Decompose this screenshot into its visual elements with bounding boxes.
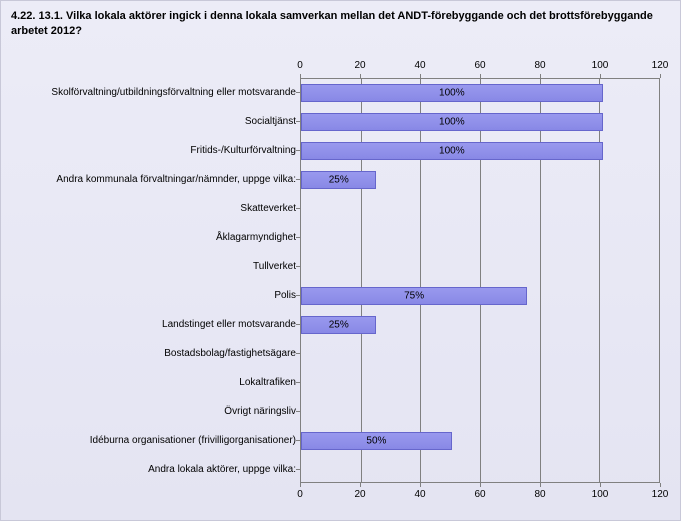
tick-label-bottom: 60: [474, 489, 485, 500]
chart-container: 4.22. 13.1. Vilka lokala aktörer ingick …: [0, 0, 681, 521]
bar-row: Andra lokala aktörer, uppge vilka:: [11, 455, 660, 484]
bar-value-label: 75%: [404, 290, 424, 301]
bar-row: Socialtjänst 100%: [11, 107, 660, 136]
tick-mark: [420, 483, 421, 487]
chart-title: 4.22. 13.1. Vilka lokala aktörer ingick …: [1, 1, 680, 41]
y-tick: [296, 353, 300, 354]
y-tick: [296, 324, 300, 325]
tick-mark: [360, 483, 361, 487]
bar-row: Åklagarmyndighet: [11, 223, 660, 252]
x-axis-bottom: 020406080100120: [300, 483, 660, 505]
bar-value-label: 100%: [439, 116, 465, 127]
bar-row: Landstinget eller motsvarande 25%: [11, 310, 660, 339]
bar-value-label: 25%: [329, 174, 349, 185]
y-tick: [296, 237, 300, 238]
bar-value-label: 100%: [439, 87, 465, 98]
tick-label-top: 100: [592, 60, 609, 71]
bar: 75%: [301, 287, 527, 305]
category-label: Idéburna organisationer (frivilligorgani…: [90, 435, 296, 446]
x-axis-top: 020406080100120: [300, 56, 660, 78]
tick-mark: [300, 483, 301, 487]
tick-label-bottom: 0: [297, 489, 303, 500]
y-tick: [296, 440, 300, 441]
category-label: Andra lokala aktörer, uppge vilka:: [148, 464, 296, 475]
category-label: Fritids-/Kulturförvaltning: [190, 145, 296, 156]
bar: 100%: [301, 113, 603, 131]
bar-row: Bostadsbolag/fastighetsägare: [11, 339, 660, 368]
bar-row: Övrigt näringsliv: [11, 397, 660, 426]
tick-label-top: 80: [534, 60, 545, 71]
bar-value-label: 25%: [329, 319, 349, 330]
tick-label-bottom: 40: [414, 489, 425, 500]
tick-label-top: 40: [414, 60, 425, 71]
tick-label-top: 0: [297, 60, 303, 71]
y-tick: [296, 208, 300, 209]
y-tick: [296, 382, 300, 383]
bar: 25%: [301, 171, 376, 189]
category-label: Andra kommunala förvaltningar/nämnder, u…: [56, 174, 296, 185]
tick-mark: [540, 483, 541, 487]
bar: 25%: [301, 316, 376, 334]
chart-area: 0 20 40 60 80 100 120 Skolförvaltning/utbildni…: [11, 56, 670, 505]
tick-mark: [480, 483, 481, 487]
bars-area: Skolförvaltning/utbildningsförvaltning e…: [11, 78, 660, 483]
tick-label-top: 60: [474, 60, 485, 71]
y-tick: [296, 411, 300, 412]
category-label: Övrigt näringsliv: [224, 406, 296, 417]
bar-row: Lokaltrafiken: [11, 368, 660, 397]
y-tick: [296, 92, 300, 93]
y-tick: [296, 179, 300, 180]
bar: 50%: [301, 432, 452, 450]
bar-row: Skatteverket: [11, 194, 660, 223]
category-label: Bostadsbolag/fastighetsägare: [164, 348, 296, 359]
category-label: Tullverket: [253, 261, 296, 272]
tick-mark: [660, 483, 661, 487]
bar: 100%: [301, 142, 603, 160]
category-label: Polis: [274, 290, 296, 301]
bar-row: Skolförvaltning/utbildningsförvaltning e…: [11, 78, 660, 107]
tick-label-bottom: 100: [592, 489, 609, 500]
bar-row: Fritids-/Kulturförvaltning 100%: [11, 136, 660, 165]
y-tick: [296, 266, 300, 267]
y-tick: [296, 469, 300, 470]
bar-row: Polis 75%: [11, 281, 660, 310]
bar-row: Tullverket: [11, 252, 660, 281]
category-label: Landstinget eller motsvarande: [162, 319, 296, 330]
category-label: Åklagarmyndighet: [216, 232, 296, 243]
tick-mark: [600, 483, 601, 487]
y-tick: [296, 295, 300, 296]
tick-label-top: 120: [652, 60, 669, 71]
bar-value-label: 50%: [366, 435, 386, 446]
bar: 100%: [301, 84, 603, 102]
tick-label-bottom: 20: [354, 489, 365, 500]
bar-value-label: 100%: [439, 145, 465, 156]
bar-row: Idéburna organisationer (frivilligorgani…: [11, 426, 660, 455]
tick-label-bottom: 80: [534, 489, 545, 500]
y-tick: [296, 121, 300, 122]
bar-row: Andra kommunala förvaltningar/nämnder, u…: [11, 165, 660, 194]
category-label: Lokaltrafiken: [239, 377, 296, 388]
y-tick: [296, 150, 300, 151]
tick-label-top: 20: [354, 60, 365, 71]
tick-label-bottom: 120: [652, 489, 669, 500]
tick-mark: [660, 74, 661, 78]
category-label: Skatteverket: [240, 203, 296, 214]
category-label: Socialtjänst: [245, 116, 296, 127]
category-label: Skolförvaltning/utbildningsförvaltning e…: [51, 87, 296, 98]
